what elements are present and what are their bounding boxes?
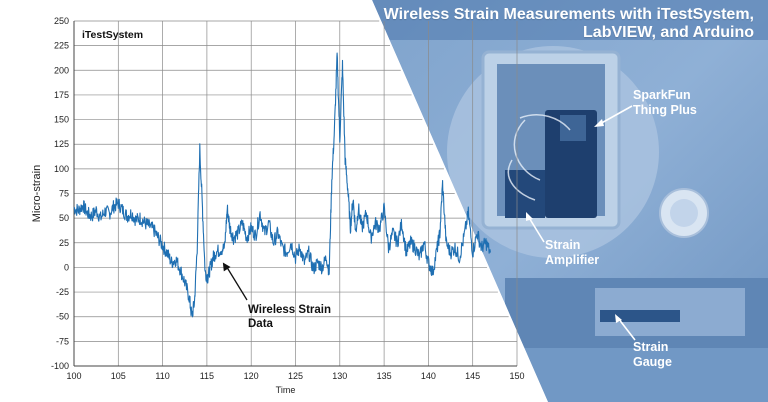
y-tick-label-7: 75 xyxy=(59,189,69,199)
label-amplifier-line-1: Strain xyxy=(545,238,581,252)
y-tick-label-2: -50 xyxy=(56,312,69,322)
annotation-arrowhead xyxy=(222,262,231,272)
amplifier-board xyxy=(505,170,545,218)
x-tick-label-5: 125 xyxy=(288,371,303,381)
arrowhead-thing-plus xyxy=(594,119,604,127)
annotation-arrow xyxy=(225,265,248,301)
arrow-amplifier xyxy=(527,215,545,243)
arrowhead-gauge xyxy=(615,314,622,323)
x-tick-label-1: 105 xyxy=(111,371,126,381)
chart-title: iTestSystem xyxy=(82,29,143,41)
photo-title-line-2: LabVIEW, and Arduino xyxy=(583,24,754,41)
annotation-line-2: Data xyxy=(248,318,274,330)
y-tick-label-11: 175 xyxy=(54,90,69,100)
y-axis-label: Micro-strain xyxy=(31,165,43,222)
x-tick-label-10: 150 xyxy=(509,371,524,381)
label-thing-plus: SparkFun Thing Plus xyxy=(633,88,697,118)
y-tick-label-12: 200 xyxy=(54,65,69,75)
y-tick-label-9: 125 xyxy=(54,139,69,149)
annotation-line-1: Wireless Strain xyxy=(248,304,331,316)
label-thing-plus-line-2: Thing Plus xyxy=(633,103,697,117)
y-tick-label-14: 250 xyxy=(54,16,69,26)
y-tick-label-4: 0 xyxy=(64,262,69,272)
chart-background xyxy=(0,0,548,402)
label-gauge-line-1: Strain xyxy=(633,340,669,354)
label-gauge-line-2: Gauge xyxy=(633,355,672,369)
y-tick-label-0: -100 xyxy=(51,361,69,371)
y-tick-label-6: 50 xyxy=(59,213,69,223)
photo-title-line-1: Wireless Strain Measurements with iTestS… xyxy=(383,6,754,23)
y-tick-label-13: 225 xyxy=(54,41,69,51)
x-tick-label-8: 140 xyxy=(421,371,436,381)
label-amplifier-line-2: Amplifier xyxy=(545,253,600,267)
x-tick-label-4: 120 xyxy=(244,371,259,381)
x-tick-label-6: 130 xyxy=(332,371,347,381)
series-line-strain xyxy=(73,52,491,318)
chart-axes: -100 -75 -50 -25 0 25 50 75 100 125 150 175 200 225 25… xyxy=(51,16,525,381)
y-tick-label-8: 100 xyxy=(54,164,69,174)
arrow-thing-plus xyxy=(597,105,633,126)
y-tick-label-3: -25 xyxy=(56,287,69,297)
x-tick-label-3: 115 xyxy=(200,371,214,381)
y-tick-label-1: -75 xyxy=(56,336,69,346)
annotation: Wireless Strain Data xyxy=(222,262,331,330)
arrowhead-amplifier xyxy=(526,212,533,221)
x-tick-label-2: 110 xyxy=(155,371,169,381)
y-tick-label-10: 150 xyxy=(54,115,69,125)
x-tick-label-9: 145 xyxy=(465,371,480,381)
label-amplifier: Strain Amplifier xyxy=(545,238,599,268)
arrow-gauge xyxy=(617,317,636,341)
x-tick-label-0: 100 xyxy=(66,371,81,381)
x-axis-label: Time xyxy=(276,385,296,395)
y-tick-label-5: 25 xyxy=(59,238,69,248)
label-gauge: Strain Gauge xyxy=(633,340,672,370)
x-tick-label-7: 135 xyxy=(377,371,392,381)
label-thing-plus-line-1: SparkFun xyxy=(633,88,691,102)
